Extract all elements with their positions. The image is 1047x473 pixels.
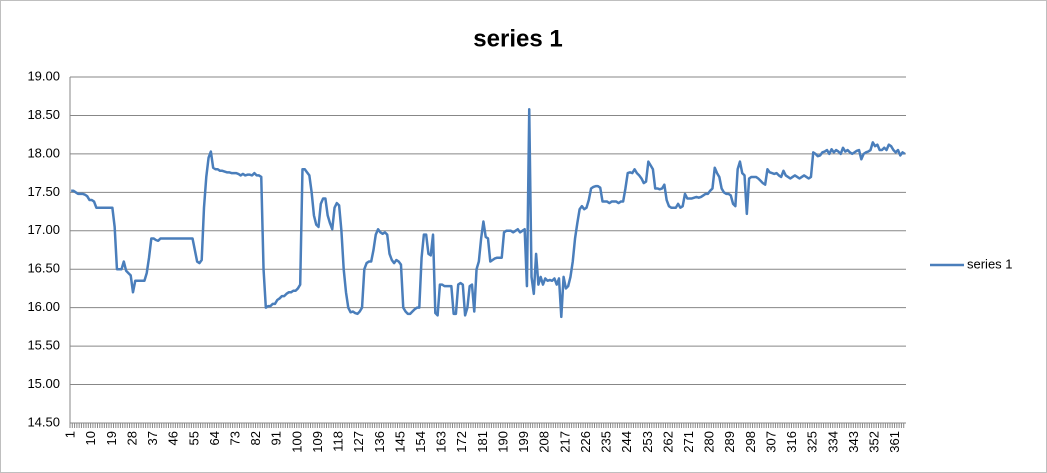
x-tick-label: 181 [475,431,490,453]
x-tick-label: 28 [124,431,139,445]
x-tick-label: 298 [743,431,758,453]
x-tick-label: 145 [392,431,407,453]
x-tick-label: 127 [351,431,366,453]
x-tick-label: 154 [413,431,428,453]
y-tick-label: 16.00 [27,299,60,314]
legend-label: series 1 [967,256,1013,271]
series-line [71,108,906,319]
x-tick-label: 226 [578,431,593,453]
y-tick-label: 17.50 [27,184,60,199]
x-tick-label: 208 [537,431,552,453]
x-tick-label: 91 [269,431,284,445]
x-tick-label: 82 [248,431,263,445]
x-tick-label: 10 [83,431,98,445]
y-tick-label: 18.00 [27,145,60,160]
x-tick-label: 352 [867,431,882,453]
x-tick-label: 55 [186,431,201,445]
x-tick-label: 325 [805,431,820,453]
x-tick-label: 271 [681,431,696,453]
x-tick-label: 361 [887,431,902,453]
x-tick-label: 163 [434,431,449,453]
x-tick-label: 190 [495,431,510,453]
y-tick-label: 19.00 [27,68,60,83]
y-tick-label: 18.50 [27,107,60,122]
x-tick-label: 235 [599,431,614,453]
x-tick-label: 199 [516,431,531,453]
x-tick-label: 37 [145,431,160,445]
x-tick-label: 262 [660,431,675,453]
y-tick-label: 15.50 [27,338,60,353]
x-tick-label: 46 [166,431,181,445]
x-tick-label: 244 [619,431,634,453]
x-tick-label: 280 [702,431,717,453]
x-tick-label: 64 [207,431,222,445]
x-tick-label: 172 [454,431,469,453]
y-tick-label: 14.50 [27,414,60,429]
x-tick-label: 316 [784,431,799,453]
x-tick-label: 217 [557,431,572,453]
x-tick-label: 1 [63,431,78,438]
x-tick-label: 100 [289,431,304,453]
x-tick-label: 343 [846,431,861,453]
x-tick-label: 109 [310,431,325,453]
x-tick-label: 253 [640,431,655,453]
y-tick-label: 17.00 [27,222,60,237]
x-tick-label: 307 [763,431,778,453]
x-tick-label: 136 [372,431,387,453]
x-tick-label: 19 [104,431,119,445]
y-tick-label: 16.50 [27,261,60,276]
y-tick-label: 15.00 [27,376,60,391]
x-tick-label: 334 [825,431,840,453]
x-tick-label: 118 [331,431,346,452]
chart-title: series 1 [473,25,562,52]
x-tick-label: 73 [227,431,242,445]
x-tick-label: 289 [722,431,737,453]
